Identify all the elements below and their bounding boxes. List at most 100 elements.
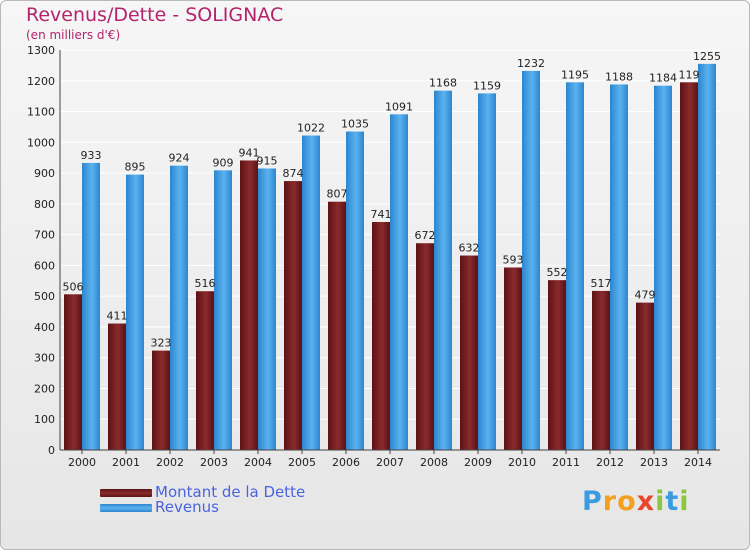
data-label-debt: 506 [63, 280, 84, 293]
bar-debt [372, 222, 390, 450]
y-tick-label: 700 [34, 229, 55, 242]
bar-debt [240, 160, 258, 450]
data-label-debt: 411 [107, 310, 128, 323]
bar-debt [108, 323, 126, 450]
bar-revenue [654, 85, 672, 450]
data-label-revenue: 1022 [297, 122, 325, 135]
axes: 0 100 200 300 400 500 600 700 800 900 1000 1100 1200… [27, 44, 720, 469]
data-label-revenue: 1159 [473, 79, 501, 92]
bar-debt [64, 294, 82, 450]
bar-debt [548, 280, 566, 450]
data-label-revenue: 1035 [341, 118, 369, 131]
bar-revenue [434, 90, 452, 450]
x-tick-label: 2004 [244, 456, 272, 469]
bar-debt [284, 181, 302, 451]
bar-revenue [258, 168, 276, 450]
chart-subtitle: (en milliers d'€) [26, 28, 121, 42]
logo-letter: P [582, 486, 603, 517]
bars [64, 63, 716, 451]
bar-revenue [170, 165, 188, 450]
bar-revenue [302, 135, 320, 451]
x-tick-label: 2012 [596, 456, 624, 469]
bar-debt [416, 243, 434, 450]
y-tick-label: 1000 [27, 136, 55, 149]
bar-revenue [390, 114, 408, 451]
data-label-revenue: 909 [213, 156, 234, 169]
y-tick-label: 800 [34, 198, 55, 211]
bar-debt [592, 290, 610, 450]
y-tick-label: 1100 [27, 106, 55, 119]
y-tick-label: 200 [34, 382, 55, 395]
legend-swatch-revenue [100, 503, 152, 512]
bar-revenue [522, 70, 540, 450]
proxiti-logo: Proxiti [582, 486, 690, 517]
legend: Montant de la Dette Revenus [100, 485, 305, 515]
logo-letter: o [617, 486, 637, 517]
logo-letter: i [655, 486, 666, 517]
bar-debt [196, 291, 214, 450]
x-tick-label: 2014 [684, 456, 712, 469]
bar-revenue [346, 131, 364, 451]
y-tick-label: 100 [34, 413, 55, 426]
y-tick-label: 400 [34, 321, 55, 334]
data-label-debt: 479 [635, 289, 656, 302]
data-label-revenue: 1184 [649, 72, 677, 85]
bar-revenue [610, 84, 628, 450]
legend-label-revenue: Revenus [155, 498, 219, 516]
bar-revenue [126, 174, 144, 450]
bar-debt [636, 302, 654, 450]
y-tick-label: 1300 [27, 44, 55, 57]
bar-revenue [478, 93, 496, 450]
x-tick-label: 2006 [332, 456, 360, 469]
data-label-revenue: 933 [81, 149, 102, 162]
bar-revenue [214, 170, 232, 451]
data-label-revenue: 895 [125, 161, 146, 174]
legend-swatch-debt [100, 488, 152, 497]
bar-debt [152, 350, 170, 450]
data-label-debt: 632 [459, 242, 480, 255]
x-tick-label: 2010 [508, 456, 536, 469]
x-tick-label: 2011 [552, 456, 580, 469]
x-tick-label: 2007 [376, 456, 404, 469]
x-tick-label: 2003 [200, 456, 228, 469]
y-tick-label: 600 [34, 259, 55, 272]
data-label-debt: 119 [679, 68, 700, 81]
x-tick-label: 2008 [420, 456, 448, 469]
data-label-debt: 741 [371, 208, 392, 221]
legend-item-revenue: Revenus [100, 500, 305, 515]
data-label-revenue: 1091 [385, 100, 413, 113]
x-tick-label: 2000 [68, 456, 96, 469]
bar-revenue [82, 162, 100, 450]
data-label-revenue: 1188 [605, 70, 633, 83]
chart-title: Revenus/Dette - SOLIGNAC [26, 4, 284, 26]
y-tick-label: 0 [48, 444, 55, 457]
legend-item-debt: Montant de la Dette [100, 485, 305, 500]
x-tick-label: 2009 [464, 456, 492, 469]
data-label-debt: 516 [195, 277, 216, 290]
bar-debt [680, 82, 698, 451]
data-label-revenue: 915 [257, 154, 278, 167]
logo-letter: x [636, 486, 656, 517]
data-label-debt: 672 [415, 229, 436, 242]
data-label-revenue: 924 [169, 152, 190, 165]
bar-debt [328, 201, 346, 450]
data-label-debt: 552 [547, 266, 568, 279]
logo-letter: t [665, 486, 680, 517]
legend-label-debt: Montant de la Dette [155, 483, 306, 501]
logo-letter: r [602, 486, 618, 517]
x-tick-label: 2002 [156, 456, 184, 469]
data-label-debt: 807 [327, 188, 348, 201]
logo-letter: i [679, 486, 690, 517]
bar-revenue [566, 82, 584, 451]
data-label-debt: 593 [503, 254, 524, 267]
bar-debt [460, 255, 478, 450]
data-label-revenue: 1232 [517, 57, 545, 70]
x-tick-label: 2013 [640, 456, 668, 469]
y-tick-label: 900 [34, 167, 55, 180]
data-label-debt: 941 [239, 146, 260, 159]
data-label-debt: 517 [591, 277, 612, 290]
y-tick-label: 300 [34, 352, 55, 365]
data-label-revenue: 1255 [693, 50, 721, 63]
data-label-debt: 874 [283, 167, 304, 180]
